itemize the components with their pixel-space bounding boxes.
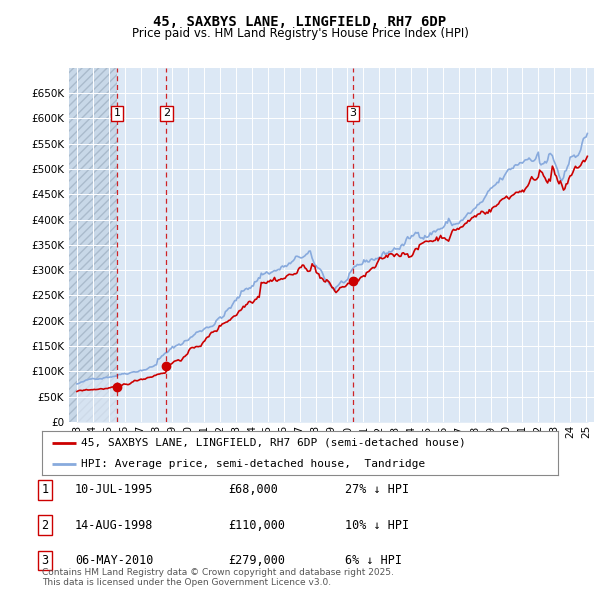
Text: £68,000: £68,000 bbox=[228, 483, 278, 496]
Text: 10% ↓ HPI: 10% ↓ HPI bbox=[345, 519, 409, 532]
Bar bbox=[69, 68, 117, 422]
Text: 06-MAY-2010: 06-MAY-2010 bbox=[75, 554, 154, 567]
Text: Price paid vs. HM Land Registry's House Price Index (HPI): Price paid vs. HM Land Registry's House … bbox=[131, 27, 469, 40]
Text: 3: 3 bbox=[41, 554, 49, 567]
Text: £279,000: £279,000 bbox=[228, 554, 285, 567]
Text: 27% ↓ HPI: 27% ↓ HPI bbox=[345, 483, 409, 496]
Text: 1: 1 bbox=[41, 483, 49, 496]
Text: 3: 3 bbox=[350, 109, 356, 119]
Text: 45, SAXBYS LANE, LINGFIELD, RH7 6DP: 45, SAXBYS LANE, LINGFIELD, RH7 6DP bbox=[154, 15, 446, 29]
Text: 45, SAXBYS LANE, LINGFIELD, RH7 6DP (semi-detached house): 45, SAXBYS LANE, LINGFIELD, RH7 6DP (sem… bbox=[80, 438, 466, 448]
Text: 2: 2 bbox=[41, 519, 49, 532]
Text: 10-JUL-1995: 10-JUL-1995 bbox=[75, 483, 154, 496]
Text: 6% ↓ HPI: 6% ↓ HPI bbox=[345, 554, 402, 567]
Text: Contains HM Land Registry data © Crown copyright and database right 2025.
This d: Contains HM Land Registry data © Crown c… bbox=[42, 568, 394, 587]
Text: £110,000: £110,000 bbox=[228, 519, 285, 532]
Text: 14-AUG-1998: 14-AUG-1998 bbox=[75, 519, 154, 532]
Text: 1: 1 bbox=[114, 109, 121, 119]
Text: HPI: Average price, semi-detached house,  Tandridge: HPI: Average price, semi-detached house,… bbox=[80, 459, 425, 469]
Text: 2: 2 bbox=[163, 109, 170, 119]
